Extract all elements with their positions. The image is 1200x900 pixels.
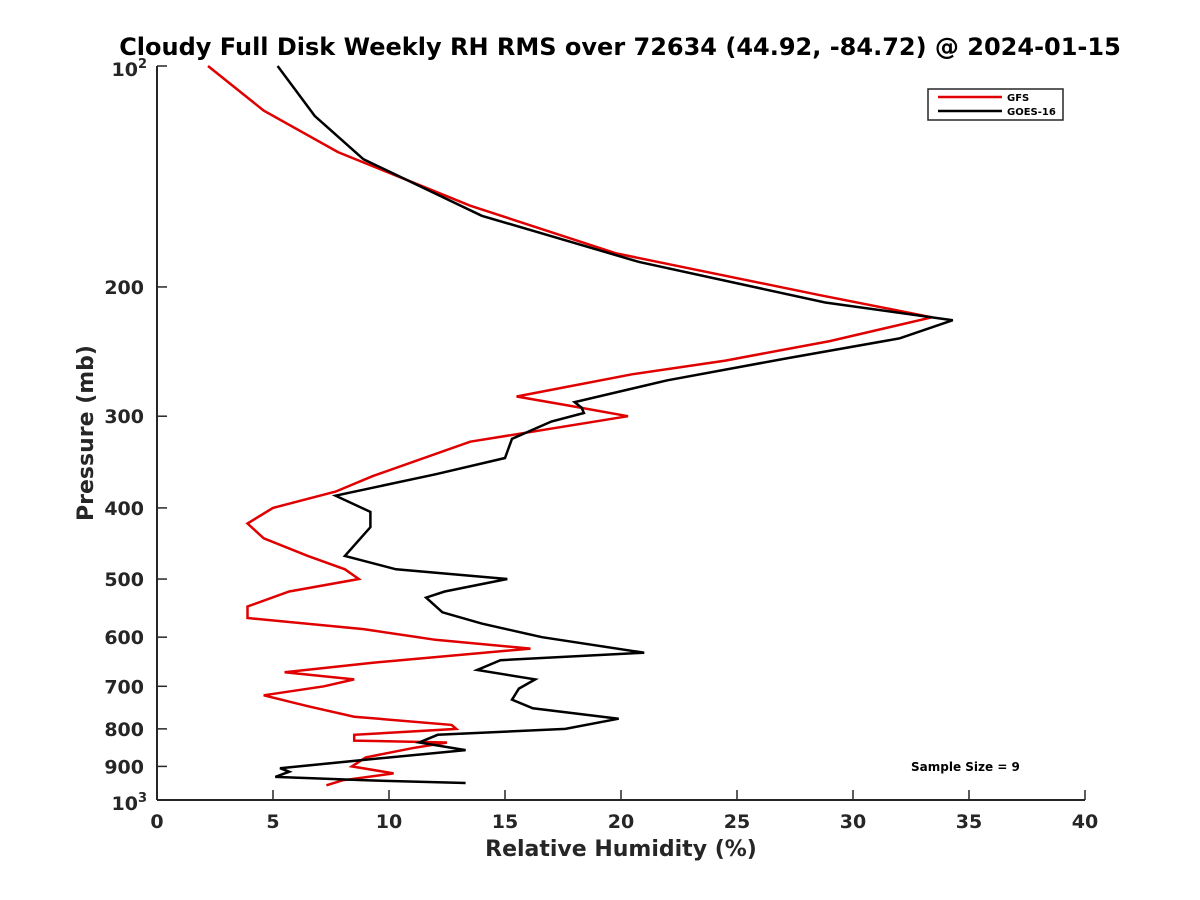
legend: GFS GOES-16	[927, 88, 1064, 121]
y-tick-label: 500	[104, 569, 144, 591]
series-layer	[207, 65, 954, 787]
y-tick-label: 200	[104, 277, 144, 299]
y-tick-label: 600	[104, 627, 144, 649]
y-tick-label: 300	[104, 406, 144, 428]
y-tick-label: 102	[112, 57, 148, 81]
x-tick-label: 15	[492, 811, 518, 833]
x-tick-label: 30	[840, 811, 866, 833]
y-tick-label: 103	[112, 791, 148, 815]
y-tick-label: 400	[104, 498, 144, 520]
x-axis-label: Relative Humidity (%)	[485, 837, 757, 862]
x-tick-label: 10	[376, 811, 402, 833]
x-ticks: 0 5 10 15 20 25 30 35 40	[150, 790, 1098, 833]
chart-title: Cloudy Full Disk Weekly RH RMS over 7263…	[119, 33, 1121, 61]
series-line-gfs	[207, 65, 933, 787]
y-ticks: 102 200 300 400 500 600 700 800 900 103	[104, 57, 167, 815]
x-tick-label: 25	[724, 811, 750, 833]
x-tick-label: 5	[266, 811, 279, 833]
plot-area: 0 5 10 15 20 25 30 35 40 102 200 300 400 500 600 700 80…	[104, 57, 1098, 833]
sample-size-annotation: Sample Size = 9	[911, 760, 1020, 774]
x-tick-label: 40	[1072, 811, 1098, 833]
legend-label-goes16: GOES-16	[1007, 107, 1056, 118]
y-axis-label: Pressure (mb)	[74, 345, 99, 521]
x-tick-label: 0	[150, 811, 163, 833]
legend-label-gfs: GFS	[1007, 93, 1029, 104]
y-tick-label: 900	[104, 756, 144, 778]
series-line-goes16	[274, 65, 954, 785]
legend-box	[927, 88, 1064, 121]
x-tick-label: 35	[956, 811, 982, 833]
y-tick-label: 800	[104, 719, 144, 741]
y-tick-label: 700	[104, 676, 144, 698]
x-tick-label: 20	[608, 811, 634, 833]
